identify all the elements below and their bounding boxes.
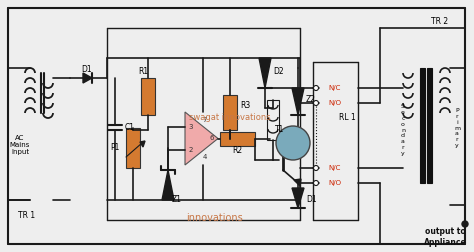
Polygon shape (140, 141, 145, 147)
Circle shape (462, 221, 468, 227)
Text: N/C: N/C (328, 165, 340, 171)
Bar (427, 68, 432, 183)
Text: S
e
c
o
n
d
a
r
y: S e c o n d a r y (401, 104, 405, 156)
Circle shape (313, 85, 319, 90)
Bar (267, 100, 279, 140)
Circle shape (313, 101, 319, 106)
Text: 3: 3 (189, 124, 193, 130)
Text: N/O: N/O (328, 100, 341, 106)
Bar (126, 128, 140, 168)
Polygon shape (294, 179, 301, 186)
Text: R3: R3 (240, 101, 250, 110)
Text: 2: 2 (189, 147, 193, 153)
Bar (420, 68, 425, 183)
Text: AC
Mains
Input: AC Mains Input (10, 135, 30, 155)
Polygon shape (162, 170, 174, 200)
Bar (141, 78, 155, 115)
Text: R1: R1 (138, 67, 148, 76)
Text: TR 2: TR 2 (431, 17, 448, 26)
Text: Z1: Z1 (172, 196, 182, 205)
Text: T1: T1 (275, 125, 284, 135)
Text: P1: P1 (110, 143, 120, 152)
Text: D2: D2 (273, 68, 283, 77)
Polygon shape (83, 73, 92, 83)
Text: R2: R2 (232, 146, 242, 155)
Text: 6: 6 (210, 136, 214, 142)
Text: C1: C1 (125, 122, 135, 132)
Polygon shape (292, 188, 304, 208)
Text: N/O: N/O (328, 180, 341, 186)
Text: D1: D1 (306, 196, 317, 205)
Text: RL 1: RL 1 (339, 113, 356, 122)
Circle shape (313, 180, 319, 185)
Polygon shape (292, 88, 304, 115)
Bar (220, 132, 255, 145)
Text: swagat innovations: swagat innovations (189, 113, 271, 122)
Text: 4: 4 (203, 154, 207, 160)
Text: D1: D1 (82, 65, 92, 74)
Circle shape (276, 126, 310, 160)
Text: Z2: Z2 (306, 96, 316, 105)
Bar (223, 95, 237, 130)
Text: TR 1: TR 1 (18, 210, 36, 219)
Text: P
r
i
m
a
r
y: P r i m a r y (454, 108, 460, 148)
Text: output to
Appliance: output to Appliance (424, 227, 466, 247)
Text: innovations: innovations (187, 213, 243, 223)
Text: N/C: N/C (328, 85, 340, 91)
Polygon shape (185, 112, 218, 165)
Circle shape (313, 166, 319, 171)
Text: 7: 7 (203, 117, 207, 123)
Polygon shape (259, 58, 271, 88)
